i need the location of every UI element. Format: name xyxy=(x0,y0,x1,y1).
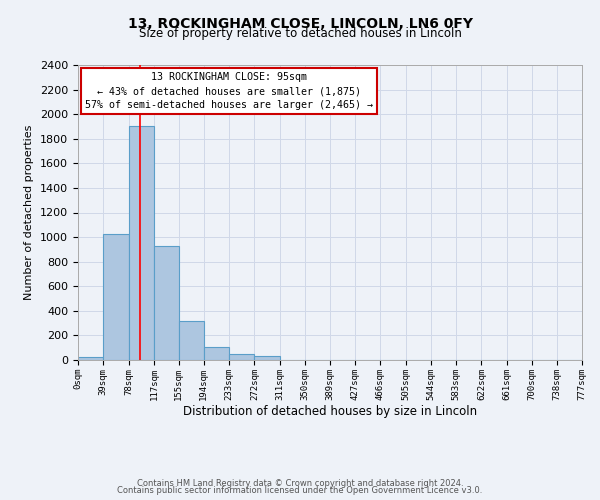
Bar xyxy=(179,320,204,360)
Bar xyxy=(254,356,280,360)
Y-axis label: Number of detached properties: Number of detached properties xyxy=(25,125,34,300)
Text: Contains public sector information licensed under the Open Government Licence v3: Contains public sector information licen… xyxy=(118,486,482,495)
Bar xyxy=(154,246,179,360)
Bar xyxy=(103,234,128,360)
Text: Size of property relative to detached houses in Lincoln: Size of property relative to detached ho… xyxy=(139,28,461,40)
Bar xyxy=(78,357,103,360)
Text: 13, ROCKINGHAM CLOSE, LINCOLN, LN6 0FY: 13, ROCKINGHAM CLOSE, LINCOLN, LN6 0FY xyxy=(128,18,473,32)
Text: 13 ROCKINGHAM CLOSE: 95sqm
← 43% of detached houses are smaller (1,875)
57% of s: 13 ROCKINGHAM CLOSE: 95sqm ← 43% of deta… xyxy=(85,72,373,110)
X-axis label: Distribution of detached houses by size in Lincoln: Distribution of detached houses by size … xyxy=(183,406,477,418)
Bar xyxy=(204,347,229,360)
Bar xyxy=(128,126,154,360)
Text: Contains HM Land Registry data © Crown copyright and database right 2024.: Contains HM Land Registry data © Crown c… xyxy=(137,478,463,488)
Bar xyxy=(229,354,254,360)
